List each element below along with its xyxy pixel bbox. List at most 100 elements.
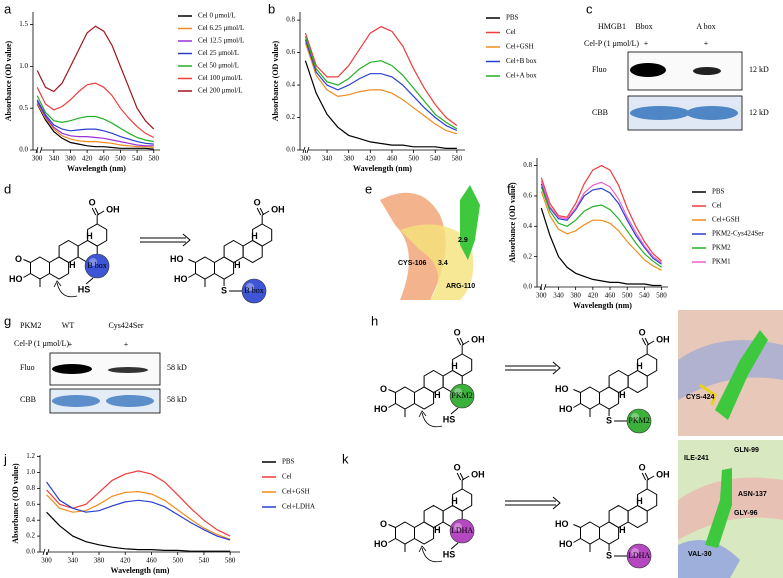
y-tick-label: 0.6 <box>286 48 295 56</box>
y-tick-label: 0.2 <box>523 252 532 260</box>
x-tick-label: 380 <box>94 557 105 565</box>
gel-header: Cys424Ser <box>108 321 143 330</box>
line-series <box>304 60 457 149</box>
gel-size: 58 kD <box>167 395 187 404</box>
protein-shine <box>454 523 463 531</box>
axis-break <box>543 283 547 291</box>
x-tick-label: 340 <box>553 292 564 300</box>
legend-label: Cel+LDHA <box>282 503 315 511</box>
atom-label: H <box>434 525 441 535</box>
x-tick-label: 340 <box>322 155 333 163</box>
legend-label: Cel+GSH <box>282 488 310 496</box>
y-tick-label: 0.6 <box>26 500 35 508</box>
gel-mark: + <box>68 340 73 349</box>
atom-label: H <box>619 390 626 400</box>
ring <box>452 353 473 377</box>
protein-label: B box <box>244 286 263 295</box>
gel-mark: + <box>124 340 129 349</box>
line-series <box>36 102 154 149</box>
docking-image: CYS-424 <box>678 310 783 436</box>
line-series <box>540 183 662 265</box>
atom-label: OH <box>656 334 670 344</box>
line-series <box>36 82 155 139</box>
axis-break <box>302 146 306 154</box>
x-tick-label: 580 <box>656 292 667 300</box>
line-series <box>304 39 458 132</box>
arrow-head <box>53 280 62 288</box>
line-series <box>304 25 458 127</box>
y-tick-label: 0.0 <box>26 548 35 556</box>
residue-label: ARG-110 <box>446 283 475 290</box>
atom-label: H <box>619 525 626 535</box>
arrow-head <box>552 496 561 510</box>
gel-row-label: Fluo <box>592 65 607 74</box>
legend-label: Cel 50 μmol/L <box>198 62 239 70</box>
residue <box>699 383 717 406</box>
line-series <box>540 207 662 287</box>
atom-label: O <box>380 384 387 394</box>
ring <box>452 488 473 512</box>
arrow-head <box>418 545 427 553</box>
residue-label: ASN-137 <box>738 491 767 498</box>
gel-header: HMGB1 <box>598 22 626 31</box>
x-tick-label: 500 <box>622 292 633 300</box>
y-axis-label: Absorbance (OD value) <box>508 182 517 263</box>
atom-label: OH <box>271 204 285 214</box>
distance-label: 2.9 <box>458 237 468 244</box>
panel-label: f <box>507 181 511 196</box>
gel-band <box>52 364 92 374</box>
atom-label: HO <box>170 254 184 264</box>
atom-label: S <box>221 285 227 295</box>
legend-label: PKM1 <box>712 258 731 266</box>
ligand <box>705 468 732 548</box>
panel-label: c <box>586 1 593 16</box>
residue-label: ILE-241 <box>684 455 709 462</box>
line-series <box>36 101 154 147</box>
legend-label: PKM2-Cys424Ser <box>712 230 764 238</box>
atom-label: OH <box>471 469 485 479</box>
panel-label: d <box>4 181 11 196</box>
x-tick-label: 300 <box>41 557 52 565</box>
gel-band <box>106 395 154 407</box>
atom-label: H <box>86 231 93 241</box>
reaction-arrow <box>421 547 443 563</box>
bond <box>94 207 100 216</box>
protein-label: LDHA <box>451 526 473 535</box>
gel-band <box>630 63 666 77</box>
y-tick-label: 1.5 <box>19 20 28 28</box>
protein-label: LDHA <box>628 551 650 560</box>
y-tick-label: 0.8 <box>523 161 532 169</box>
legend-label: Cel <box>506 28 516 36</box>
atom-label: HS <box>78 284 91 294</box>
protein <box>84 253 110 279</box>
legend-label: PKM2 <box>712 244 731 252</box>
protein <box>626 543 652 569</box>
gel-size: 58 kD <box>167 363 187 372</box>
y-axis-label: Absorbance (OD value) <box>4 40 13 121</box>
line-series <box>46 470 231 537</box>
gel-size: 12 kD <box>749 65 769 74</box>
bond <box>450 407 459 415</box>
helix <box>380 192 446 300</box>
protein-label: PKM2 <box>451 391 472 400</box>
x-tick-label: 300 <box>300 155 311 163</box>
x-tick-label: 580 <box>225 557 236 565</box>
ring <box>637 488 658 512</box>
bond <box>644 472 650 481</box>
x-tick-label: 300 <box>32 155 43 163</box>
line-series <box>46 481 231 541</box>
residue-label: GLY-96 <box>734 510 758 517</box>
bond <box>573 403 581 408</box>
legend-label: Cel 100 μmol/L <box>198 74 243 82</box>
atom-label: HS <box>443 414 456 424</box>
atom-label: H <box>234 260 241 270</box>
y-tick-label: 0.2 <box>26 532 35 540</box>
atom-label: O <box>15 254 22 264</box>
atom-label: H <box>434 390 441 400</box>
legend-label: PBS <box>712 188 725 196</box>
axis-break <box>42 548 46 556</box>
atom-label: HO <box>555 384 569 394</box>
gel-row-label: CBB <box>20 395 36 404</box>
bond <box>23 273 31 278</box>
x-tick-label: 540 <box>132 155 143 163</box>
